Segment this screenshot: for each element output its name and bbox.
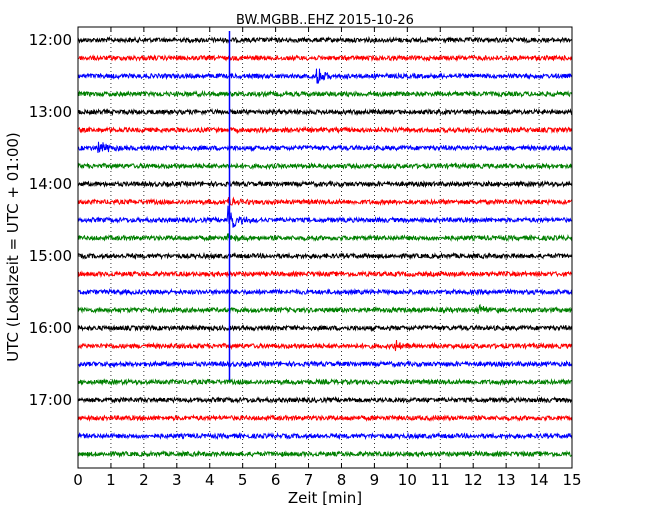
trace-5 bbox=[77, 125, 573, 135]
trace-0 bbox=[77, 35, 573, 44]
y-axis: 12:00 13:00 14:00 15:00 16:00 17:00 bbox=[29, 31, 572, 409]
trace-6 bbox=[77, 141, 573, 154]
x-tick-label: 7 bbox=[304, 471, 314, 489]
trace-19 bbox=[77, 377, 573, 387]
trace-11 bbox=[77, 232, 573, 243]
trace-1 bbox=[77, 53, 573, 63]
y-tick-label: 13:00 bbox=[29, 103, 72, 121]
y-tick-label: 17:00 bbox=[29, 391, 72, 409]
x-tick-label: 9 bbox=[370, 471, 380, 489]
trace-12 bbox=[77, 251, 573, 261]
trace-20 bbox=[77, 395, 573, 404]
x-tick-label: 15 bbox=[562, 471, 581, 489]
trace-16 bbox=[77, 324, 573, 333]
trace-22 bbox=[77, 431, 573, 441]
trace-18 bbox=[78, 359, 573, 369]
x-tick-label: 1 bbox=[106, 471, 116, 489]
x-tick-label: 13 bbox=[497, 471, 516, 489]
y-tick-label: 15:00 bbox=[29, 247, 72, 265]
trace-7 bbox=[77, 161, 573, 171]
y-tick-label: 16:00 bbox=[29, 319, 72, 337]
traces bbox=[77, 35, 573, 459]
trace-10 bbox=[77, 205, 573, 228]
trace-4 bbox=[77, 107, 573, 117]
x-tick-label: 12 bbox=[464, 471, 483, 489]
trace-3 bbox=[77, 89, 572, 99]
x-tick-label: 11 bbox=[431, 471, 450, 489]
x-tick-label: 2 bbox=[139, 471, 149, 489]
trace-17 bbox=[77, 339, 573, 352]
x-tick-label: 8 bbox=[337, 471, 347, 489]
x-tick-label: 10 bbox=[398, 471, 417, 489]
trace-23 bbox=[77, 449, 573, 459]
x-tick-label: 5 bbox=[238, 471, 248, 489]
y-tick-label: 14:00 bbox=[29, 175, 72, 193]
x-axis-label: Zeit [min] bbox=[288, 489, 362, 507]
trace-21 bbox=[77, 413, 573, 422]
trace-14 bbox=[77, 287, 573, 297]
x-tick-label: 0 bbox=[73, 471, 83, 489]
trace-8 bbox=[77, 179, 573, 189]
chart-title: BW.MGBB..EHZ 2015-10-26 bbox=[236, 13, 414, 28]
x-tick-label: 6 bbox=[271, 471, 281, 489]
x-axis: 0 1 2 3 4 5 6 7 8 9 10 11 12 13 14 15 bbox=[73, 27, 582, 489]
trace-15 bbox=[78, 303, 573, 315]
x-tick-label: 14 bbox=[530, 471, 549, 489]
y-axis-label: UTC (Lokalzeit = UTC + 01:00) bbox=[4, 132, 22, 362]
x-tick-label: 4 bbox=[205, 471, 215, 489]
trace-13 bbox=[77, 270, 573, 279]
plot-frame bbox=[77, 26, 573, 469]
grid bbox=[110, 27, 540, 468]
x-tick-label: 3 bbox=[172, 471, 182, 489]
trace-2 bbox=[77, 68, 573, 84]
y-tick-label: 12:00 bbox=[29, 31, 72, 49]
trace-9 bbox=[77, 196, 573, 207]
